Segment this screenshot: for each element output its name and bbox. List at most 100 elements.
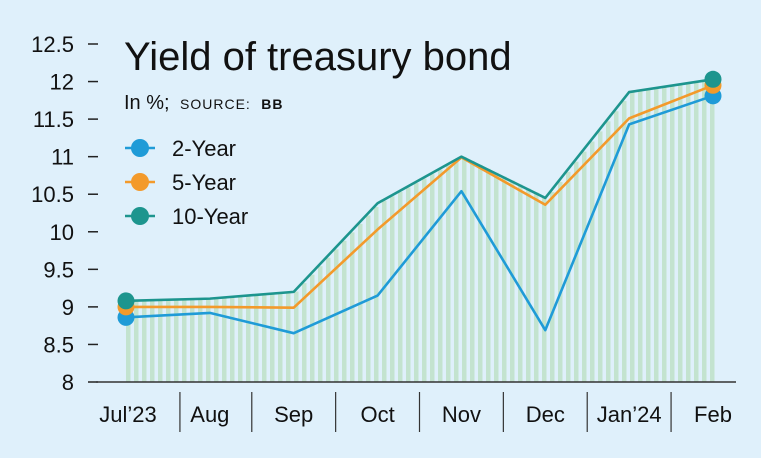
legend-marker bbox=[131, 139, 149, 157]
chart-text: Yield of treasury bond In %; SOURCE: BB bbox=[124, 35, 512, 114]
legend-label: 2-Year bbox=[172, 136, 236, 161]
hatch-bar bbox=[398, 191, 403, 382]
y-tick-label: 11 bbox=[51, 145, 74, 170]
hatch-bar bbox=[486, 168, 491, 382]
hatch-bar bbox=[142, 300, 147, 382]
hatch-bar bbox=[454, 160, 459, 382]
y-tick-label: 8.5 bbox=[43, 332, 74, 357]
hatch-bar bbox=[526, 188, 531, 382]
axes: 12.5 12 11.5 11 10.5 10 9.5 9 8.5 8 Jul’23 Aug Sep Oc… bbox=[31, 32, 736, 432]
hatch-bar bbox=[710, 79, 715, 382]
hatch-bar bbox=[694, 82, 699, 382]
series-endpoint bbox=[704, 70, 722, 88]
hatch-bar bbox=[166, 299, 171, 382]
hatch-bar bbox=[182, 299, 187, 382]
hatch-bar bbox=[478, 164, 483, 382]
hatch-bar bbox=[150, 300, 155, 382]
y-tick-label: 12.5 bbox=[31, 32, 74, 57]
hatch-bar bbox=[238, 296, 243, 382]
legend-marker bbox=[131, 173, 149, 191]
hatch-bar bbox=[702, 80, 707, 383]
x-tick-label: Jan’24 bbox=[597, 402, 662, 427]
y-tick-label: 11.5 bbox=[33, 107, 74, 132]
hatch-bar bbox=[598, 131, 603, 382]
hatch-bar bbox=[574, 161, 579, 382]
subtitle-unit: In %; bbox=[124, 92, 170, 114]
hatch-bar bbox=[502, 176, 507, 382]
hatch-bar bbox=[654, 88, 659, 382]
hatch-bar bbox=[222, 297, 227, 382]
hatch-bar bbox=[230, 297, 235, 382]
hatch-bar bbox=[262, 294, 267, 382]
hatch-bar bbox=[126, 300, 131, 382]
hatch-bar bbox=[646, 89, 651, 383]
chart-title: Yield of treasury bond bbox=[124, 35, 512, 79]
x-tick-label: Sep bbox=[274, 402, 313, 427]
hatch-bar bbox=[334, 249, 339, 382]
y-tick-label: 8 bbox=[62, 370, 74, 395]
x-tick-label: Nov bbox=[442, 402, 481, 427]
hatch-bar bbox=[318, 266, 323, 382]
hatch-bar bbox=[430, 174, 435, 382]
series-line bbox=[125, 78, 714, 303]
series-line bbox=[126, 84, 714, 309]
hatch-bar bbox=[590, 141, 595, 382]
hatch-bar bbox=[382, 200, 387, 382]
hatch-bar bbox=[198, 298, 203, 382]
x-tick-label: Dec bbox=[526, 402, 565, 427]
legend: 2-Year 5-Year 10-Year bbox=[125, 136, 248, 229]
hatch-bar bbox=[446, 165, 451, 382]
hatch-bar bbox=[582, 151, 587, 382]
source-value: BB bbox=[261, 96, 283, 112]
series-markers bbox=[117, 70, 722, 326]
legend-label: 10-Year bbox=[172, 204, 248, 229]
series-endpoint bbox=[117, 292, 135, 310]
hatch-bar bbox=[374, 207, 379, 382]
hatch-bar bbox=[518, 184, 523, 382]
hatch-bar bbox=[686, 83, 691, 382]
hatch-bar bbox=[470, 160, 475, 382]
hatch-bar bbox=[638, 90, 643, 382]
y-tick-label: 9.5 bbox=[43, 257, 74, 282]
y-tick-label: 9 bbox=[62, 295, 74, 320]
hatch-bar bbox=[462, 156, 467, 382]
y-tick-label: 12 bbox=[50, 70, 74, 95]
series-lines bbox=[125, 78, 714, 335]
hatch-bar bbox=[622, 101, 627, 382]
hatch-bar bbox=[286, 292, 291, 382]
source-label: SOURCE: bbox=[180, 96, 251, 112]
hatch-bar bbox=[662, 87, 667, 383]
hatch-bar bbox=[246, 295, 251, 382]
hatch-bar bbox=[174, 299, 179, 382]
x-tick-label: Feb bbox=[694, 402, 732, 427]
hatch-bar bbox=[406, 187, 411, 382]
hatch-bar bbox=[438, 169, 443, 382]
hatch-bar bbox=[326, 257, 331, 382]
hatch-bar bbox=[270, 293, 275, 382]
hatch-bar bbox=[390, 196, 395, 382]
hatch-bar bbox=[422, 178, 427, 382]
hatch-bar bbox=[606, 121, 611, 382]
hatch-bar bbox=[294, 291, 299, 382]
legend-label: 5-Year bbox=[172, 170, 236, 195]
hatch-bar bbox=[206, 298, 211, 382]
hatch-bar bbox=[134, 300, 139, 382]
hatch-bar bbox=[614, 111, 619, 383]
hatch-bar bbox=[302, 283, 307, 382]
hatch-bar bbox=[630, 91, 635, 382]
chart-subtitle: In %; SOURCE: BB bbox=[124, 92, 284, 114]
y-tick-label: 10.5 bbox=[31, 182, 74, 207]
x-tick-label: Jul’23 bbox=[99, 402, 156, 427]
hatch-bar bbox=[510, 180, 515, 382]
x-tick-label: Aug bbox=[190, 402, 229, 427]
hatch-bar bbox=[214, 298, 219, 382]
series-line bbox=[125, 94, 714, 335]
hatch-bar bbox=[678, 84, 683, 382]
x-tick-label: Oct bbox=[360, 402, 394, 427]
hatch-bar bbox=[494, 172, 499, 382]
hatch-bar bbox=[414, 183, 419, 382]
hatch-bar bbox=[558, 181, 563, 382]
hatch-bar bbox=[190, 299, 195, 382]
hatch-bar bbox=[542, 196, 547, 382]
